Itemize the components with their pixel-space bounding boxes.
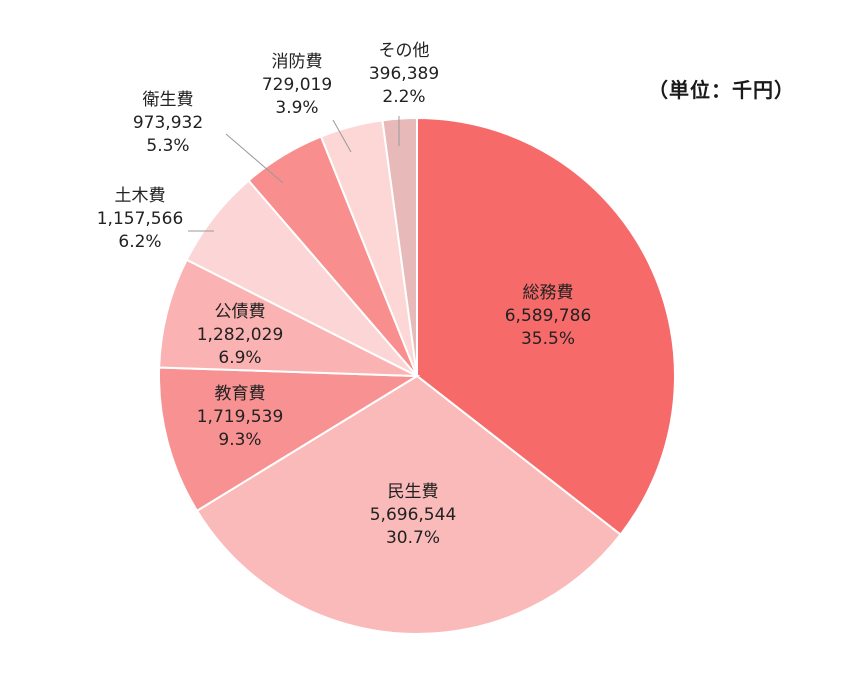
- slice-value: 1,157,566: [97, 209, 184, 229]
- slice-percent: 6.9%: [218, 348, 261, 368]
- leader-line-6: [225, 133, 284, 184]
- unit-label: （単位：千円）: [648, 78, 795, 102]
- pie-slice-8: [381, 116, 418, 377]
- slice-percent: 5.3%: [146, 136, 189, 156]
- slice-label-2: 民生費 5,696,544 30.7%: [370, 482, 457, 548]
- slice-category: 教育費: [215, 384, 266, 404]
- slice-value: 6,589,786: [505, 306, 592, 326]
- slice-value: 396,389: [369, 64, 439, 84]
- slice-label-7: 消防費 729,019 3.9%: [262, 52, 332, 118]
- leader-lines: [188, 116, 400, 232]
- slice-category: 土木費: [115, 186, 166, 206]
- slice-percent: 35.5%: [521, 329, 575, 349]
- pie-slice-2: [195, 374, 622, 635]
- slice-label-6: 衛生費 973,932 5.3%: [133, 90, 203, 156]
- slice-category: 総務費: [523, 283, 574, 303]
- pie-slices: [158, 116, 676, 635]
- slice-percent: 9.3%: [218, 430, 261, 450]
- pie-slice-3: [158, 366, 421, 513]
- slice-label-8: その他 396,389 2.2%: [369, 41, 439, 107]
- slice-category: その他: [379, 41, 430, 61]
- pie-slice-4: [158, 258, 418, 377]
- slice-value: 973,932: [133, 113, 203, 133]
- slice-percent: 6.2%: [118, 232, 161, 252]
- slice-percent: 3.9%: [275, 98, 318, 118]
- slice-label-5: 土木費 1,157,566 6.2%: [97, 186, 184, 252]
- pie-slice-1: [416, 116, 676, 536]
- slice-category: 衛生費: [143, 90, 194, 110]
- slice-category: 民生費: [388, 482, 439, 502]
- slice-labels: 総務費 6,589,786 35.5% 民生費 5,696,544 30.7% 教育費 1,7…: [97, 41, 592, 548]
- slice-percent: 2.2%: [382, 87, 425, 107]
- slice-value: 1,719,539: [197, 407, 284, 427]
- slice-percent: 30.7%: [386, 528, 440, 548]
- slice-category: 公債費: [215, 302, 266, 322]
- slice-label-3: 教育費 1,719,539 9.3%: [197, 384, 284, 450]
- slice-category: 消防費: [272, 52, 323, 72]
- slice-label-4: 公債費 1,282,029 6.9%: [197, 302, 284, 368]
- leader-line-7: [332, 119, 352, 153]
- slice-value: 729,019: [262, 75, 332, 95]
- slice-label-1: 総務費 6,589,786 35.5%: [505, 283, 592, 349]
- slice-value: 1,282,029: [197, 325, 284, 345]
- slice-value: 5,696,544: [370, 505, 457, 525]
